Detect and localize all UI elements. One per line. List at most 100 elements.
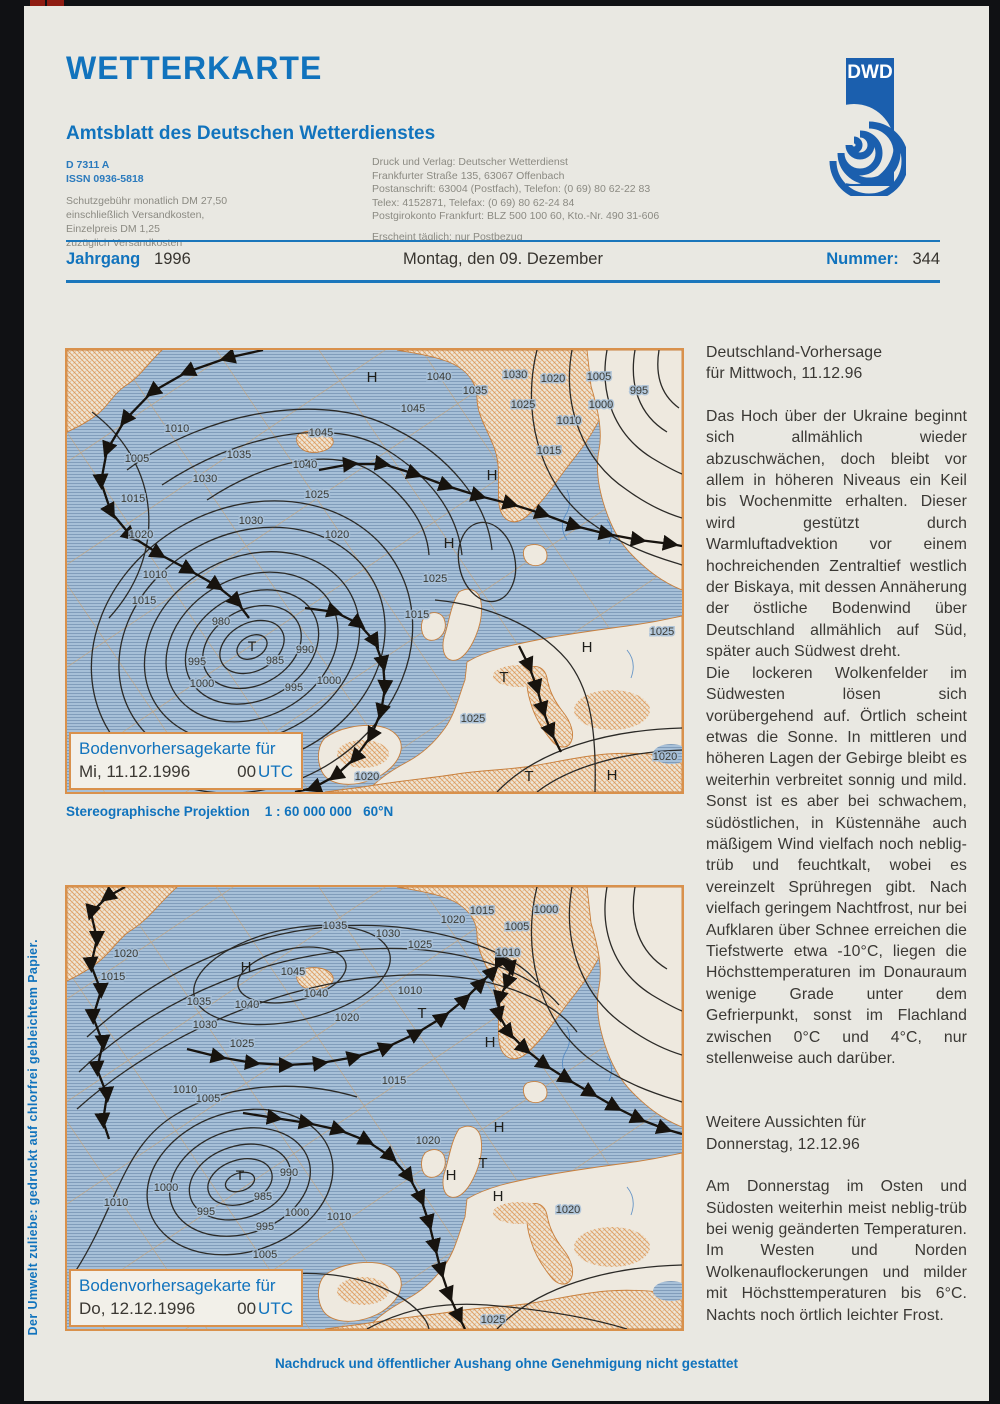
- forecast-heading-2-line1: Weitere Aussichten für: [706, 1114, 866, 1132]
- map-1-timezone: UTC: [258, 762, 293, 781]
- map-label: H: [607, 767, 618, 784]
- map-label: 1025: [230, 1038, 254, 1050]
- map-label: 1010: [165, 423, 189, 435]
- map-label: 1025: [305, 489, 329, 501]
- dwd-logo-graphic: DWD: [814, 58, 909, 201]
- forecast-paragraph-1: Das Hoch über der Ukraine beginnt sich a…: [706, 407, 967, 661]
- price-line: Einzelpreis DM 1,25: [66, 223, 160, 235]
- map-label: 985: [266, 655, 284, 667]
- map-2-caption-title: Bodenvorhersagekarte für: [79, 1276, 276, 1295]
- imprint-left: D 7311 A ISSN 0936-5818 Schutzgebühr mon…: [66, 158, 227, 250]
- forecast-heading-1-line2: für Mittwoch, 11.12.96: [706, 365, 863, 383]
- page-title: WETTERKARTE: [66, 50, 323, 86]
- nummer: Nummer: 344: [826, 250, 940, 269]
- map-label: 995: [256, 1221, 274, 1233]
- map-label: 1000: [317, 675, 341, 687]
- map-label: 1020: [416, 1135, 440, 1147]
- map-label: 1020: [355, 771, 379, 783]
- forecast-column: Deutschland-Vorhersage für Mittwoch, 11.1…: [706, 342, 967, 1326]
- map-label: T: [499, 669, 508, 686]
- map-1-labels: H H H H H T T T 1040 1035 1030 1020 1005 995 1000 1010 1…: [119, 368, 678, 786]
- map-2-timezone: UTC: [258, 1299, 293, 1318]
- map-label: T: [236, 1167, 245, 1183]
- price-line: einschließlich Versandkosten,: [66, 209, 205, 221]
- map-label: 1005: [253, 1249, 277, 1261]
- page-subtitle: Amtsblatt des Deutschen Wetterdienstes: [66, 123, 436, 144]
- map-label: 1000: [285, 1207, 309, 1219]
- map-label: 1015: [405, 609, 429, 621]
- map-label: H: [485, 1034, 496, 1051]
- issue-date: Montag, den 09. Dezember: [403, 250, 603, 268]
- publisher-line: Telex: 4152871, Telefax: (0 69) 80 62-24…: [372, 196, 575, 209]
- forecast-heading-2-line2: Donnerstag, 12.12.96: [706, 1135, 860, 1153]
- divider-top: [66, 240, 940, 242]
- map-label: 1035: [187, 996, 211, 1008]
- map-label: 1020: [114, 948, 138, 960]
- dwd-logo-text: DWD: [847, 62, 892, 83]
- map-label: 995: [285, 682, 303, 694]
- map-label: 1045: [281, 966, 305, 978]
- fronts: [92, 350, 682, 792]
- map-label: 1020: [653, 751, 677, 763]
- publisher-line: Postanschrift: 63004 (Postfach), Telefon…: [372, 183, 651, 195]
- map-label: T: [478, 1155, 487, 1172]
- map-label: 990: [296, 644, 314, 656]
- imprint-right: Druck und Verlag: Deutscher Wetterdienst…: [372, 156, 659, 244]
- map-2-time: 00: [237, 1299, 257, 1318]
- price-line: zuzüglich Versandkosten: [66, 237, 183, 249]
- map-label: 1025: [408, 939, 432, 951]
- map-label: 980: [212, 616, 230, 628]
- map-label: 1020: [441, 914, 465, 926]
- copyright-note: Nachdruck und öffentlicher Aushang ohne …: [274, 1356, 739, 1371]
- map-label: 1005: [125, 453, 149, 465]
- jahrgang-value: 1996: [154, 250, 191, 268]
- map-label: 1040: [293, 459, 317, 471]
- map-label: 1010: [496, 947, 520, 959]
- map-label: 1035: [227, 449, 251, 461]
- map-label: 1000: [154, 1182, 178, 1194]
- map-1-caption-title: Bodenvorhersagekarte für: [79, 739, 276, 758]
- publisher-line: Postgirokonto Frankfurt: BLZ 500 100 60,…: [372, 210, 660, 222]
- publish-note: Erscheint täglich; nur Postbezug: [372, 230, 523, 243]
- map-label: 995: [630, 385, 648, 397]
- map-label: H: [494, 1119, 505, 1136]
- forecast-paragraph-2: Die lockeren Wolkenfelder im Südwesten l…: [706, 664, 967, 1067]
- map-label: 1000: [534, 904, 558, 916]
- map-label: 1015: [121, 493, 145, 505]
- map-label: 1025: [481, 1314, 505, 1326]
- map-label: 1015: [537, 445, 561, 457]
- nummer-value: 344: [912, 250, 940, 268]
- map-label: H: [446, 1167, 457, 1184]
- map-label: 1020: [335, 1012, 359, 1024]
- map-label: T: [248, 638, 257, 654]
- forecast-heading-2: Weitere Aussichten für Donnerstag, 12.12.…: [706, 1112, 967, 1155]
- map-label: 1020: [541, 373, 565, 385]
- map-label: 1030: [503, 369, 527, 381]
- nummer-label: Nummer:: [826, 250, 899, 268]
- divider-bottom: [66, 280, 940, 283]
- map-label: 985: [254, 1191, 272, 1203]
- map-2-caption-date: Do, 12.12.1996 00 UTC: [79, 1299, 293, 1319]
- map-label: 1045: [401, 403, 425, 415]
- map-label: 1005: [505, 921, 529, 933]
- map-label: 1025: [423, 573, 447, 585]
- projection-note: Stereographische Projektion 1 : 60 000 0…: [66, 804, 394, 819]
- map-label: 1035: [463, 385, 487, 397]
- map-label: 1040: [427, 371, 451, 383]
- map-label: 1010: [104, 1197, 128, 1209]
- map-label: 1040: [235, 999, 259, 1011]
- map-label: 1030: [239, 515, 263, 527]
- forecast-paragraph-3: Am Donnerstag im Osten und Südosten weit…: [706, 1178, 967, 1324]
- map-1-caption-date: Mi, 11.12.1996 00 UTC: [79, 762, 293, 782]
- map-label: 1015: [101, 971, 125, 983]
- map-label: 1020: [556, 1204, 580, 1216]
- map-1-date: Mi, 11.12.1996: [79, 762, 191, 781]
- map-label: 1010: [398, 985, 422, 997]
- map-label: 1005: [587, 371, 611, 383]
- paper-sheet: WETTERKARTE Amtsblatt des Deutschen Wett…: [24, 6, 989, 1401]
- eco-paper-note: Der Umwelt zuliebe: gedruckt auf chlorfr…: [26, 938, 40, 1335]
- map-label: T: [524, 768, 533, 785]
- map-label: H: [493, 1188, 504, 1205]
- map-label: 1035: [323, 920, 347, 932]
